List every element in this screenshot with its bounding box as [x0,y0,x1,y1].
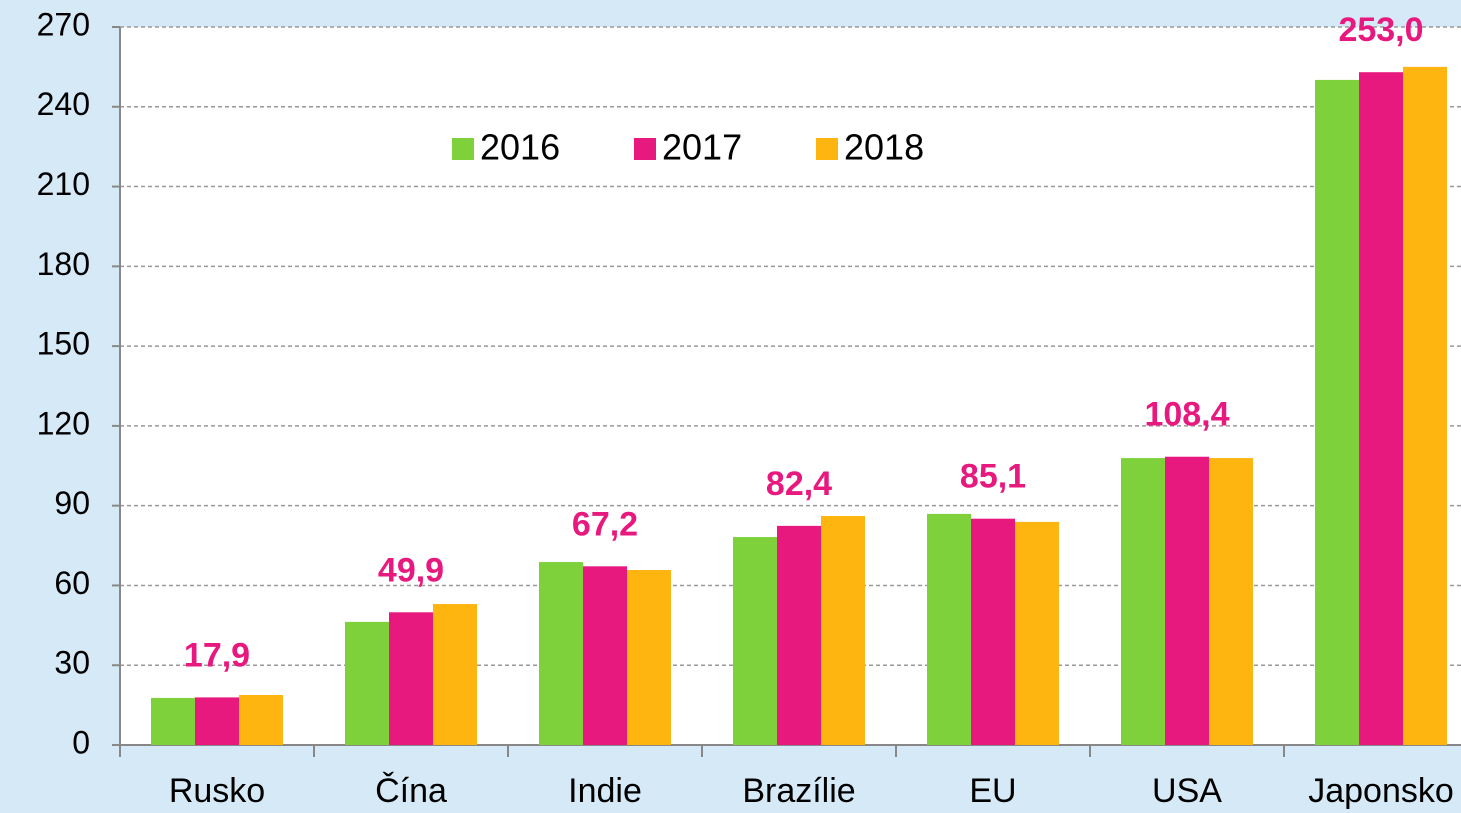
y-tick-label: 90 [54,485,90,521]
bar [1121,458,1165,745]
x-tick-label: Brazílie [742,772,855,810]
bar [345,621,389,745]
value-label: 67,2 [572,505,638,543]
bar [1209,458,1253,745]
bar [927,513,971,745]
bar [1359,72,1403,746]
legend-swatch [634,138,656,160]
value-label: 85,1 [960,458,1026,496]
bar [583,566,627,745]
bar [733,537,777,745]
bar [539,562,583,745]
y-tick-label: 120 [37,405,90,441]
y-tick-label: 0 [72,724,90,760]
bar [971,518,1015,745]
x-tick-label: Indie [568,772,642,810]
y-tick-label: 210 [37,166,90,202]
legend-label: 2018 [844,127,924,168]
legend-swatch [816,138,838,160]
bar [1315,79,1359,746]
value-label: 108,4 [1144,396,1229,434]
value-label: 17,9 [184,636,250,674]
y-tick-label: 60 [54,565,90,601]
bar [239,695,283,745]
bar [195,697,239,745]
legend-label: 2017 [662,127,742,168]
bar [1165,456,1209,745]
bar [627,570,671,745]
y-tick-label: 30 [54,645,90,681]
bar [777,525,821,745]
x-tick-label: USA [1152,772,1222,810]
y-tick-label: 270 [37,6,90,42]
legend-swatch [452,138,474,160]
x-tick-label: Čína [375,772,447,810]
y-tick-label: 240 [37,86,90,122]
y-tick-label: 180 [37,246,90,282]
bar [1015,521,1059,745]
y-tick-label: 150 [37,326,90,362]
x-tick-label: Japonsko [1308,772,1454,810]
value-label: 49,9 [378,551,444,589]
value-label: 253,0 [1338,11,1423,49]
value-label: 82,4 [766,465,832,503]
x-tick-label: Rusko [169,772,265,810]
legend-label: 2016 [480,127,560,168]
x-tick-label: EU [969,772,1016,810]
bar [151,697,195,745]
bar [1403,66,1447,745]
bar [821,516,865,745]
bar [389,612,433,745]
bar [433,604,477,745]
